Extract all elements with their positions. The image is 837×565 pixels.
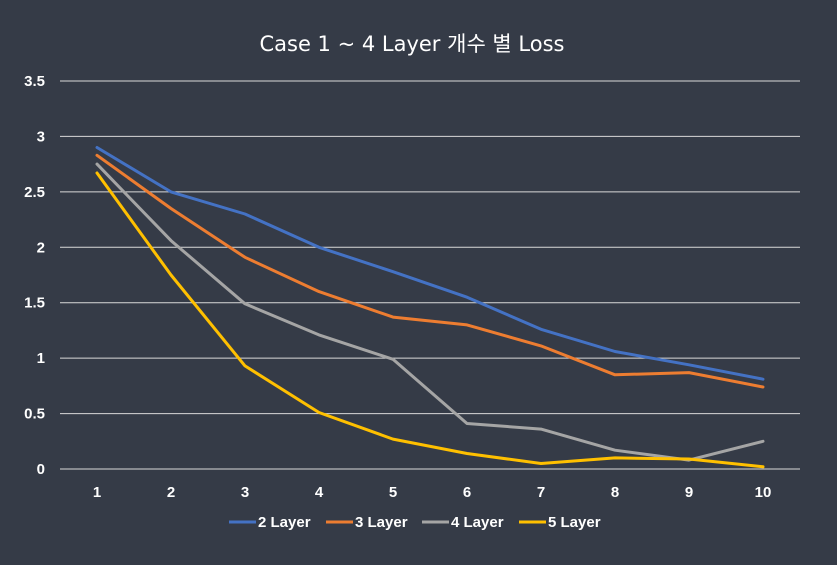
series-line-3-layer — [95, 153, 765, 389]
series-line-5-layer — [95, 171, 765, 469]
gridlines — [60, 80, 800, 470]
legend-label: 5 Layer — [548, 514, 601, 531]
y-axis-tick-labels: 0 0.5 1 1.5 2 2.5 3 3.5 — [24, 73, 45, 478]
x-tick-label: 10 — [755, 484, 772, 501]
legend-item-3-layer: 3 Layer — [326, 514, 408, 531]
x-tick-label: 6 — [463, 484, 471, 501]
x-tick-label: 9 — [685, 484, 693, 501]
x-tick-label: 5 — [389, 484, 397, 501]
x-tick-label: 7 — [537, 484, 545, 501]
x-tick-label: 4 — [315, 484, 324, 501]
x-tick-label: 3 — [241, 484, 249, 501]
x-tick-label: 8 — [611, 484, 619, 501]
y-tick-label: 3.5 — [24, 73, 45, 90]
series-lines — [95, 146, 765, 469]
series-line-2-layer — [95, 146, 765, 381]
legend-label: 3 Layer — [355, 514, 408, 531]
legend: 2 Layer 3 Layer 4 Layer 5 Layer — [229, 514, 601, 531]
legend-label: 2 Layer — [258, 514, 311, 531]
x-tick-label: 2 — [167, 484, 175, 501]
y-tick-label: 1 — [37, 350, 45, 367]
legend-item-2-layer: 2 Layer — [229, 514, 311, 531]
y-tick-label: 0.5 — [24, 406, 45, 423]
legend-item-4-layer: 4 Layer — [422, 514, 504, 531]
y-tick-label: 2.5 — [24, 184, 45, 201]
x-axis-tick-labels: 1 2 3 4 5 6 7 8 9 10 — [93, 484, 772, 501]
x-tick-label: 1 — [93, 484, 101, 501]
chart-title: Case 1 ~ 4 Layer 개수 별 Loss — [259, 32, 564, 56]
y-tick-label: 3 — [37, 128, 45, 145]
y-tick-label: 2 — [37, 239, 45, 256]
legend-label: 4 Layer — [451, 514, 504, 531]
y-tick-label: 0 — [37, 461, 45, 478]
y-tick-label: 1.5 — [24, 295, 45, 312]
series-line-4-layer — [95, 162, 765, 462]
legend-item-5-layer: 5 Layer — [519, 514, 601, 531]
